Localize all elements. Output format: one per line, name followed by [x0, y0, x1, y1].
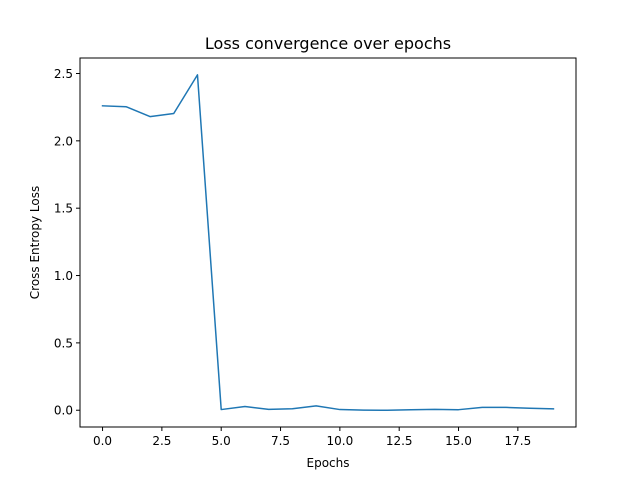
x-tick-label: 0.0	[93, 434, 112, 448]
x-tick-label: 7.5	[271, 434, 290, 448]
x-tick-label: 15.0	[445, 434, 472, 448]
x-tick-label: 2.5	[152, 434, 171, 448]
y-tick-label: 1.0	[54, 269, 73, 283]
axes-layer: 0.0 2.5 5.0 7.5 10.0 12.5 15.0 17.5 0.0 0.5 1.0 1.5…	[54, 67, 531, 448]
y-tick-label: 0.5	[54, 336, 73, 350]
plot-area-frame	[79, 57, 577, 428]
x-tick-label: 17.5	[504, 434, 531, 448]
series-line	[101, 74, 555, 411]
y-tick-label: 1.5	[54, 202, 73, 216]
y-tick-label: 0.0	[54, 404, 73, 418]
x-tick-label: 5.0	[212, 434, 231, 448]
x-axis-label: Epochs	[307, 456, 350, 470]
x-tick-label: 12.5	[386, 434, 413, 448]
series-layer	[101, 74, 555, 411]
x-tick-label: 10.0	[327, 434, 354, 448]
y-tick-label: 2.0	[54, 134, 73, 148]
y-tick-label: 2.5	[54, 67, 73, 81]
chart-title: Loss convergence over epochs	[205, 34, 451, 53]
y-axis-label: Cross Entropy Loss	[28, 186, 42, 299]
